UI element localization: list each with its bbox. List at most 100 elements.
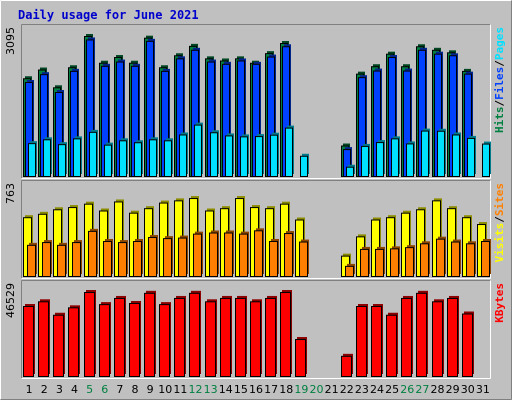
bar	[220, 297, 231, 377]
bar-sites-day-9	[148, 235, 158, 278]
bar-kbytes-day-12	[189, 290, 201, 377]
bar	[68, 307, 79, 377]
x-tick-label-day-4: 4	[71, 383, 78, 396]
bar-kbytes-day-14	[220, 295, 232, 377]
bar	[280, 292, 291, 377]
x-tick-label-day-18: 18	[279, 383, 293, 396]
bar-sites-day-27	[420, 241, 430, 277]
bar-kbytes-day-24	[371, 304, 383, 377]
bar-kbytes-day-18	[280, 290, 292, 377]
bar	[72, 242, 81, 277]
x-tick-label-day-6: 6	[101, 383, 108, 396]
bar	[134, 142, 142, 177]
bar	[482, 143, 490, 178]
bar-pages-day-15	[240, 134, 249, 178]
panel-kbytes: 46529 KBytes	[4, 280, 506, 379]
bar-pages-day-8	[134, 140, 143, 177]
bar	[416, 292, 427, 378]
chart-panels: 3095Hits/Files/Pages763Visits/Sites46529…	[4, 24, 506, 379]
bar-sites-day-22	[345, 263, 355, 277]
bar	[481, 240, 490, 278]
bar	[341, 355, 352, 377]
bar	[159, 304, 170, 378]
bar	[345, 265, 354, 277]
bar	[194, 124, 202, 177]
bar	[178, 237, 187, 278]
legend: Hits/Files/Pages	[493, 27, 506, 133]
bar-sites-day-5	[88, 228, 98, 277]
bar	[205, 301, 216, 378]
bar	[255, 136, 263, 177]
x-tick-label-day-29: 29	[446, 383, 460, 396]
bar	[391, 138, 399, 178]
bar	[386, 314, 397, 377]
series-pages	[28, 122, 491, 178]
bar	[284, 233, 293, 278]
bar-pages-day-13	[210, 130, 219, 178]
bar	[265, 297, 276, 378]
x-tick-label-day-22: 22	[340, 383, 354, 396]
bar-kbytes-day-6	[99, 302, 111, 378]
bar	[57, 244, 66, 278]
bar-pages-day-18	[285, 125, 294, 177]
bar	[466, 243, 475, 277]
x-tick-label-day-28: 28	[431, 383, 445, 396]
legend-visits: Visits	[493, 223, 506, 263]
legend-kbytes: KBytes	[493, 283, 506, 323]
bar	[53, 314, 64, 377]
bar-sites-day-17	[269, 238, 279, 278]
bar-pages-day-23	[361, 143, 370, 177]
bar	[43, 139, 51, 177]
bar-pages-day-12	[194, 122, 203, 177]
series-sites	[27, 228, 491, 278]
bar-kbytes-day-13	[205, 299, 217, 378]
bar-kbytes-day-15	[235, 295, 247, 378]
bar-pages-day-1	[28, 141, 37, 178]
bar-kbytes-day-11	[174, 295, 186, 377]
bar	[42, 242, 51, 277]
bar-pages-day-16	[255, 134, 264, 177]
bar-sites-day-11	[178, 235, 188, 278]
x-tick-label-day-15: 15	[234, 383, 248, 396]
bar	[300, 155, 308, 177]
bar-sites-day-15	[239, 231, 249, 278]
bar	[163, 238, 172, 277]
bar	[406, 143, 414, 177]
bar-sites-day-26	[405, 245, 415, 277]
legend-separator: /	[493, 216, 506, 223]
bar	[38, 301, 49, 378]
bar	[405, 247, 414, 277]
bar	[447, 297, 458, 378]
bar	[285, 127, 293, 177]
bar-sites-day-6	[103, 238, 113, 278]
bar-pages-day-30	[467, 135, 476, 178]
x-tick-label-day-31: 31	[476, 383, 490, 396]
legend-pages: Pages	[493, 27, 506, 60]
bar	[179, 134, 187, 177]
x-tick-label-day-3: 3	[56, 383, 63, 396]
legend: Visits/Sites	[493, 183, 506, 263]
bar-pages-day-24	[376, 140, 385, 177]
bar-kbytes-day-8	[129, 300, 141, 378]
bar	[361, 145, 369, 177]
bar	[164, 140, 172, 178]
bar	[421, 130, 429, 177]
y-max-label: 46529	[4, 283, 17, 318]
bar	[224, 232, 233, 278]
bar	[149, 139, 157, 177]
bar-pages-day-27	[421, 128, 430, 177]
bar	[89, 131, 97, 178]
bar-pages-day-9	[149, 137, 158, 177]
bar-pages-day-28	[437, 128, 446, 177]
bar	[360, 248, 369, 278]
bar-kbytes-day-25	[386, 312, 398, 377]
bar-sites-day-31	[481, 238, 491, 278]
bar-sites-day-24	[375, 246, 385, 278]
bar-kbytes-day-4	[68, 305, 80, 377]
bar	[99, 304, 110, 378]
bar	[118, 242, 127, 277]
bar	[23, 306, 34, 377]
bar-sites-day-19	[299, 239, 309, 278]
bar	[432, 301, 443, 378]
bar-pages-day-2	[43, 137, 52, 177]
